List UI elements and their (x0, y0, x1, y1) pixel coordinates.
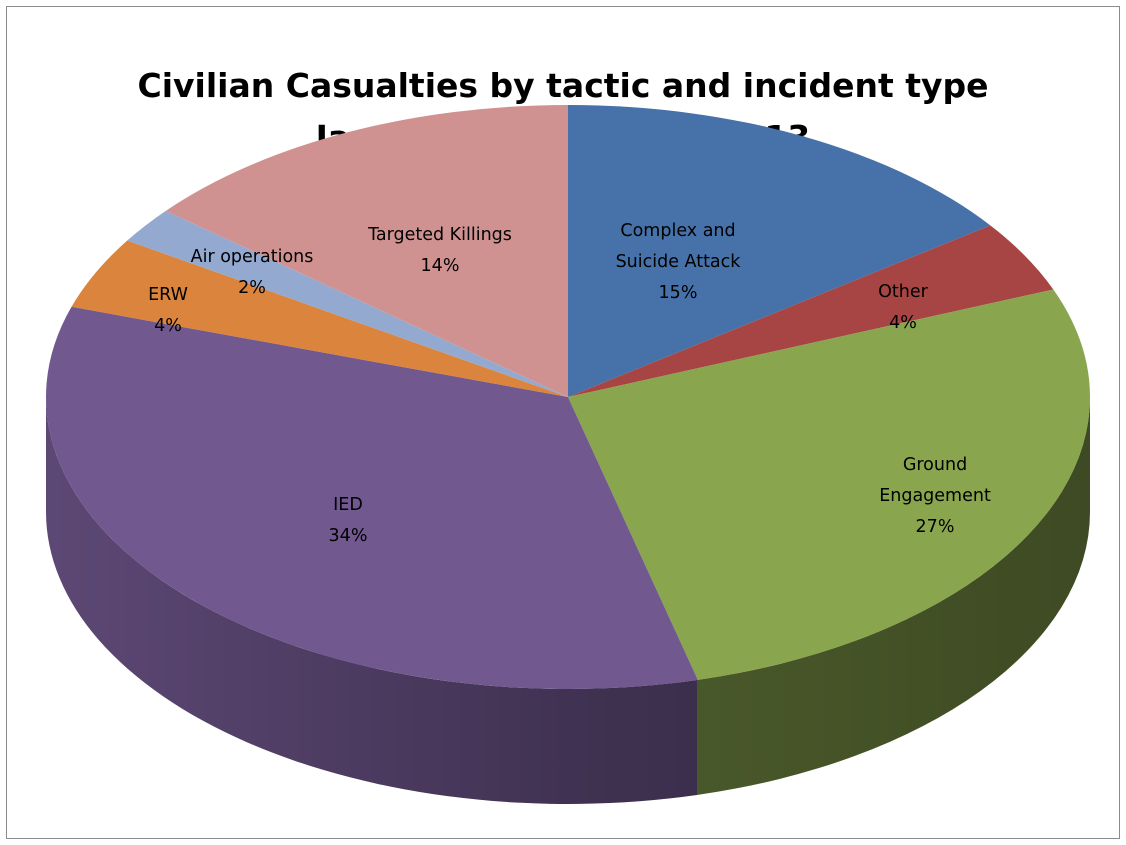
slice-label-line: 15% (659, 283, 698, 303)
slice-label-line: 27% (916, 517, 955, 537)
pie-side-3 (46, 397, 698, 804)
slice-label-0: Complex and Suicide Attack 15% (616, 221, 742, 303)
slice-label-line: 4% (154, 316, 182, 336)
pie-slice-6 (165, 105, 568, 397)
slice-label-line: 34% (329, 526, 368, 546)
slice-label-line: ERW (148, 285, 188, 305)
slice-label-line: 2% (238, 278, 266, 298)
slice-label-line: Other (878, 282, 928, 302)
slice-label-line: 4% (889, 313, 917, 333)
slice-label-5: Air operations 2% (191, 247, 314, 298)
pie-slice-3 (45, 306, 698, 689)
slice-label-3: IED 34% (329, 495, 368, 546)
chart-title-line-1: Civilian Casualties by tactic and incide… (137, 66, 989, 105)
slice-label-line: Air operations (191, 247, 314, 267)
slice-label-line: Suicide Attack (616, 252, 742, 272)
pie-sides (46, 397, 1090, 804)
pie-side-2 (697, 397, 1090, 795)
pie-slice-5 (127, 210, 568, 397)
slice-label-line: Complex and (620, 221, 735, 241)
pie-slice-1 (568, 225, 1054, 397)
slice-label-1: Other 4% (878, 282, 928, 333)
slice-label-line: 14% (421, 256, 460, 276)
slice-label-line: Targeted Killings (367, 225, 512, 245)
pie-labels: Complex and Suicide Attack 15% Other 4% Groun… (148, 221, 991, 546)
slice-label-line: IED (333, 495, 363, 515)
slice-label-4: ERW 4% (148, 285, 188, 336)
pie-slice-0 (568, 105, 991, 397)
slice-label-6: Targeted Killings 14% (367, 225, 512, 276)
pie-slice-2 (568, 289, 1091, 680)
slice-label-2: Ground Engagement 27% (879, 455, 991, 537)
pie-slice-4 (71, 240, 569, 397)
slice-label-line: Ground (903, 455, 967, 475)
pie-top (45, 105, 1091, 689)
slice-label-line: Engagement (879, 486, 991, 506)
